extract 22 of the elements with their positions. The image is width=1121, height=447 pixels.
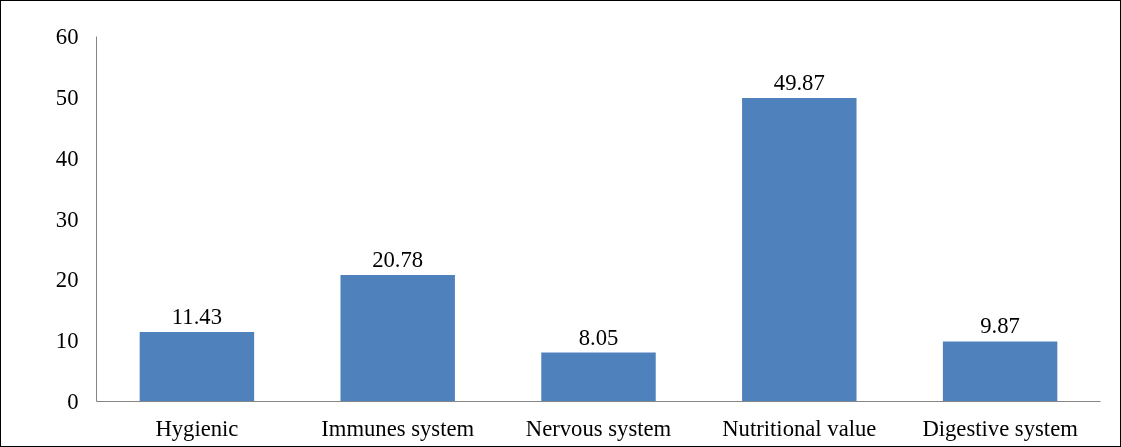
- data-label: 9.87: [980, 313, 1020, 339]
- y-tick-label: 0: [67, 389, 79, 414]
- bar: [340, 275, 455, 402]
- data-label: 11.43: [171, 303, 222, 329]
- x-tick-label: Digestive system: [922, 415, 1079, 441]
- data-label: 20.78: [372, 247, 424, 273]
- x-tick-label: Nutritional value: [722, 415, 877, 441]
- y-tick-label: 10: [55, 328, 79, 354]
- data-label: 49.87: [773, 70, 825, 96]
- data-label: 8.05: [578, 324, 619, 350]
- x-tick-label: Hygienic: [155, 415, 239, 441]
- bar: [942, 341, 1058, 402]
- x-tick-label: Immunes system: [321, 415, 475, 441]
- bar: [541, 352, 656, 402]
- y-tick-label: 20: [55, 267, 79, 293]
- y-tick-label: 50: [55, 84, 79, 110]
- y-tick-label: 30: [55, 206, 79, 232]
- y-tick-label: 60: [55, 24, 79, 49]
- bar: [742, 98, 857, 402]
- y-tick-label: 40: [55, 145, 79, 171]
- x-tick-label: Nervous system: [525, 415, 672, 441]
- bar: [139, 331, 255, 402]
